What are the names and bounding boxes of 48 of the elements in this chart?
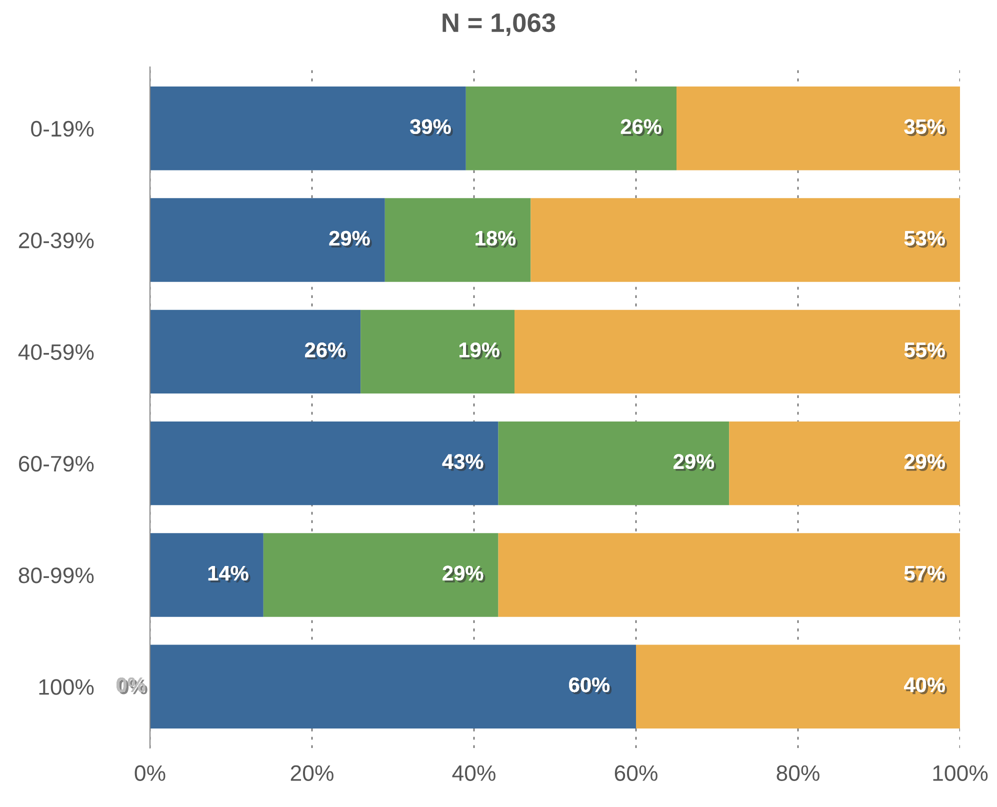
bar	[150, 310, 361, 394]
data-label: 53%	[904, 230, 947, 248]
data-label: 57%	[904, 566, 947, 583]
bar	[676, 86, 960, 170]
data-label: 60%	[569, 677, 612, 694]
bar	[360, 310, 514, 394]
bar	[514, 310, 960, 394]
x-tick-label: 20%	[290, 765, 334, 781]
data-label: 18%	[476, 230, 518, 248]
y-tick-label: 0-19%	[31, 120, 94, 137]
bar	[636, 644, 960, 728]
x-tick-label: 0%	[134, 765, 166, 781]
chart-title: N = 1,063	[442, 13, 556, 36]
bar	[384, 198, 531, 282]
bar	[150, 86, 466, 170]
data-label: 35%	[904, 119, 947, 136]
data-label: 43%	[442, 454, 486, 472]
data-label: 55%	[904, 342, 947, 360]
data-label: 26%	[305, 342, 348, 360]
data-label: 29%	[442, 566, 486, 583]
x-tick-label: 80%	[776, 765, 820, 781]
data-label: 14%	[208, 566, 250, 583]
data-label: 40%	[904, 677, 947, 694]
bar	[150, 533, 264, 617]
bar	[729, 421, 960, 506]
x-tick-label: 100%	[933, 765, 988, 781]
data-label: 39%	[410, 119, 453, 136]
bar	[466, 86, 676, 170]
annotation: 0%	[116, 677, 148, 694]
x-tick-label: 60%	[614, 765, 658, 781]
bar	[263, 533, 498, 617]
bar	[150, 421, 498, 506]
bar	[498, 533, 960, 617]
data-label: 29%	[674, 454, 716, 471]
data-label: 19%	[460, 342, 502, 360]
y-tick-label: 20-39%	[18, 232, 94, 248]
data-label: 26%	[620, 119, 664, 136]
x-tick-label: 40%	[452, 765, 496, 781]
y-tick-label: 40-59%	[18, 344, 94, 360]
bar	[150, 198, 385, 282]
y-tick-label: 60-79%	[18, 456, 94, 472]
bar	[150, 644, 636, 728]
y-tick-label: 100%	[39, 679, 94, 695]
data-label: 29%	[329, 230, 372, 248]
y-tick-label: 80-99%	[18, 567, 94, 584]
data-label: 29%	[904, 454, 947, 471]
bar	[498, 421, 730, 506]
bar	[530, 198, 960, 282]
